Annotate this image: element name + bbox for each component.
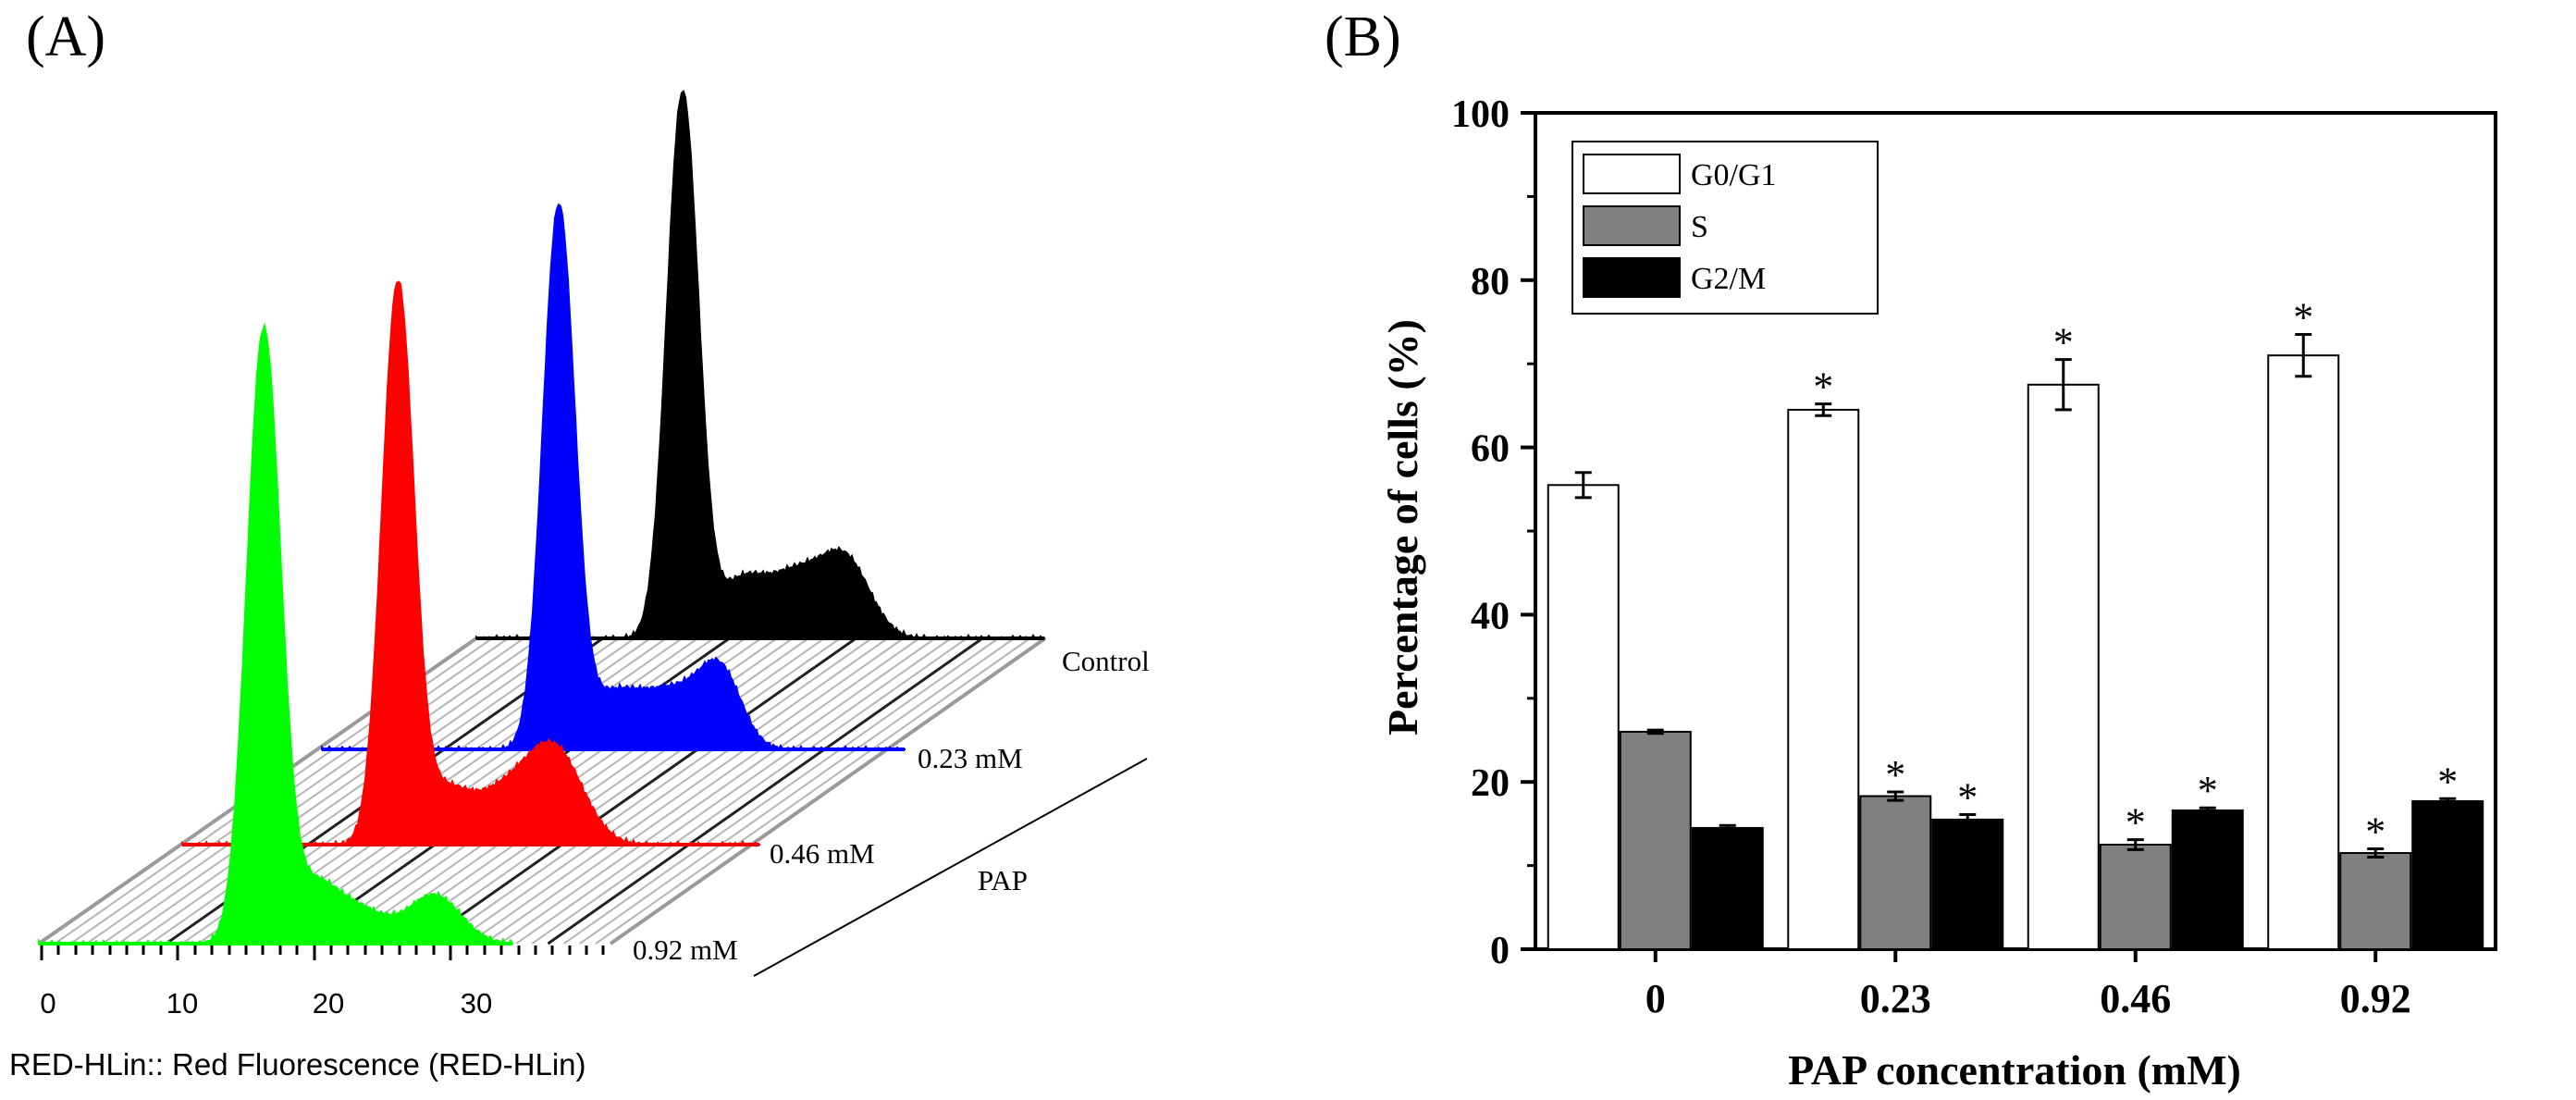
bar-G0G1-0.23 xyxy=(1787,408,1860,951)
floor-hatch-line xyxy=(531,637,968,945)
panel-b-label: (B) xyxy=(1325,6,1401,68)
series-label-0-46-mM: 0.46 mM xyxy=(770,837,875,870)
floor-hatch-line xyxy=(117,637,557,945)
panel-a-tick-10: 10 xyxy=(166,987,198,1020)
floor-hatch-line xyxy=(451,637,889,945)
y-tick-label: 100 xyxy=(1451,93,1510,136)
legend-swatch-g2m xyxy=(1583,257,1681,298)
significance-mark: * xyxy=(2365,810,2385,855)
pap-group-label: PAP xyxy=(978,864,1028,896)
pap-bracket-line xyxy=(753,758,1148,977)
panel-a: (A) xyxy=(9,6,1150,1081)
x-axis: 0 0.23 0.46 0.92 xyxy=(1645,949,2411,1021)
significance-mark: * xyxy=(2053,320,2074,365)
panel-a-tick-0: 0 xyxy=(40,987,55,1020)
series-label-0-23-mM: 0.23 mM xyxy=(918,742,1023,774)
floor-hatch-line xyxy=(133,637,573,945)
floor-hatch-line xyxy=(515,637,952,945)
floor-hatch-line xyxy=(579,637,1015,945)
floor-hatch-line xyxy=(436,637,873,945)
panel-a-label: (A) xyxy=(26,6,105,68)
significance-mark: * xyxy=(1885,752,1905,797)
bar-G0G1-0.46 xyxy=(2027,383,2100,950)
floor-hatch-line xyxy=(547,637,984,946)
floor-hatch-line xyxy=(419,637,857,946)
x-tick-label: 0 xyxy=(1645,976,1666,1021)
panel-a-tick-30: 30 xyxy=(461,987,492,1020)
bar-S-0 xyxy=(1619,730,1692,951)
y-tick-label: 80 xyxy=(1471,261,1510,303)
bar-S-0.23 xyxy=(1859,795,1932,950)
floor-hatch-line xyxy=(388,637,825,945)
x-tick-label: 0.23 xyxy=(1860,976,1931,1021)
floor-hatch-line xyxy=(467,637,905,945)
legend-label-g0g1: G0/G1 xyxy=(1691,158,1777,192)
legend: G0/G1 S G2/M xyxy=(1571,141,1879,315)
floor-hatch-line xyxy=(499,637,936,945)
y-tick-label: 40 xyxy=(1471,595,1510,637)
legend-label-g2m: G2/M xyxy=(1691,262,1766,296)
significance-mark: * xyxy=(2198,768,2218,813)
bar-S-0.92 xyxy=(2339,852,2412,950)
legend-swatch-g0g1 xyxy=(1583,154,1681,194)
y-axis-label: Percentage of cells (%) xyxy=(1379,319,1426,735)
significance-mark: * xyxy=(1813,365,1833,410)
significance-mark: * xyxy=(2293,295,2313,340)
floor-hatch-line xyxy=(86,637,524,945)
bar-series: * * * * * * * * * xyxy=(1547,295,2484,951)
y-axis: 0 20 40 60 80 100 xyxy=(1451,93,1535,972)
x-axis-label: PAP concentration (mM) xyxy=(1788,1046,2241,1094)
floor-hatch-line xyxy=(595,637,1031,945)
significance-mark: * xyxy=(2126,800,2146,846)
legend-label-s: S xyxy=(1691,210,1708,244)
y-tick-label: 0 xyxy=(1490,930,1510,972)
y-tick-label: 20 xyxy=(1471,762,1510,805)
panel-a-x-axis xyxy=(40,946,605,960)
significance-mark: * xyxy=(1957,774,1978,820)
floor-hatch-line xyxy=(102,637,540,945)
bar-S-0.46 xyxy=(2099,844,2172,950)
floor-hatch-line xyxy=(484,637,920,945)
bar-G2M-0 xyxy=(1691,826,1764,950)
series-label-0-92-mM: 0.92 mM xyxy=(633,933,738,966)
floor-hatch-line xyxy=(563,637,999,945)
x-tick-label: 0.46 xyxy=(2100,976,2171,1021)
bar-G2M-0.46 xyxy=(2171,809,2244,950)
significance-mark: * xyxy=(2437,759,2458,804)
x-tick-label: 0.92 xyxy=(2340,976,2411,1021)
panel-a-x-label: RED-HLin:: Red Fluorescence (RED-HLin) xyxy=(9,1047,586,1081)
series-label-control: Control xyxy=(1062,645,1150,677)
bar-G0G1-0 xyxy=(1547,484,1620,951)
bar-G2M-0.92 xyxy=(2411,799,2484,950)
y-tick-label: 60 xyxy=(1471,428,1510,471)
panel-a-tick-20: 20 xyxy=(313,987,344,1020)
bar-G2M-0.23 xyxy=(1931,818,2004,950)
legend-swatch-s xyxy=(1583,205,1681,246)
floor-hatch-line xyxy=(404,637,841,945)
bar-G0G1-0.92 xyxy=(2267,354,2340,951)
